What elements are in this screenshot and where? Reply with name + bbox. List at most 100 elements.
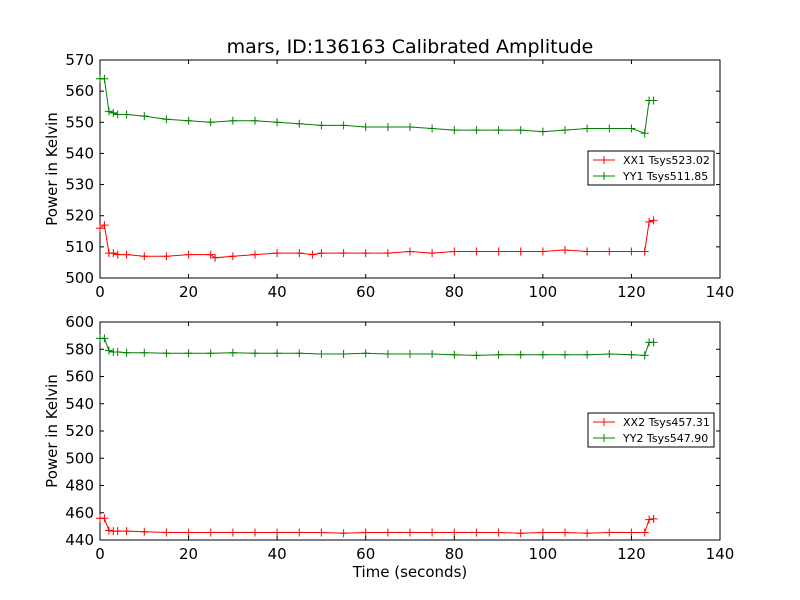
data-point [516,350,525,359]
legend-label: YY2 Tsys547.90 [622,432,708,445]
y-tick-label: 500 [65,449,94,467]
data-point [109,108,118,117]
data-point [100,221,109,230]
legend-label: YY1 Tsys511.85 [622,170,708,183]
data-point [450,126,459,135]
legend-marker [600,172,608,180]
data-point [317,249,326,258]
data-point [162,252,171,261]
x-tick-label: 20 [179,283,198,301]
y-tick-label: 540 [65,144,94,162]
data-point [295,528,304,537]
x-tick-label: 120 [617,545,646,563]
data-point [100,74,109,83]
y-tick-label: 580 [65,340,94,358]
y-tick-label: 560 [65,368,94,386]
data-point [516,247,525,256]
data-point [206,250,215,259]
x-tick-label: 40 [268,545,287,563]
data-point [494,247,503,256]
data-point [273,118,282,127]
y-tick-label: 520 [65,207,94,225]
x-tick-label: 20 [179,545,198,563]
y-tick-label: 460 [65,504,94,522]
data-point [538,528,547,537]
x-tick-label: 60 [356,545,375,563]
data-point [645,515,654,524]
data-point [494,528,503,537]
x-tick-label: 0 [95,545,105,563]
data-point [317,350,326,358]
data-point [122,250,131,259]
data-point [649,514,658,523]
series-line-1 [99,219,654,259]
data-point [184,116,193,125]
data-point [206,349,215,358]
x-tick-label: 140 [706,283,735,301]
x-tick-label: 40 [268,283,287,301]
data-point [406,247,414,256]
data-point [640,351,649,360]
data-point [100,514,109,523]
data-point [140,112,149,121]
y-tick-label: 520 [65,422,94,440]
data-point [561,246,569,254]
x-tick-label: 120 [617,283,646,301]
data-point [317,528,326,537]
legend: XX2 Tsys457.31 YY2 Tsys547.90 [587,412,715,448]
x-tick-label: 100 [529,283,558,301]
figure-title: mars, ID:136163 Calibrated Amplitude [227,36,594,58]
top-panel: 0 20 40 60 80 100 120 140 500 510 520 530 540 550 560 5… [43,51,734,301]
data-point [162,115,171,124]
data-point [583,124,592,133]
y-tick-label: 500 [65,269,94,287]
data-point [538,350,547,359]
data-point [361,349,370,358]
data-point [605,350,614,358]
data-point [251,349,259,358]
legend-marker [600,418,608,426]
data-point [494,350,503,359]
data-point [627,247,636,256]
legend-label: XX2 Tsys457.31 [623,416,710,429]
data-point [113,110,122,119]
data-point [640,528,649,537]
data-point [140,527,149,536]
x-tick-label: 60 [356,283,375,301]
y-tick-label: 600 [65,313,94,331]
y-tick-label: 570 [65,51,94,69]
data-point [228,348,237,357]
data-point [428,124,437,133]
data-point [450,350,459,359]
data-point [251,116,259,125]
data-point [273,528,282,537]
data-point [561,528,569,537]
data-point [605,528,614,537]
y-tick-label: 550 [65,113,94,131]
x-tick-label: 140 [706,545,735,563]
data-point [295,249,304,258]
y-tick-label: 440 [65,531,94,549]
data-point [649,216,658,225]
bottom-panel: 0 20 40 60 80 100 120 140 440 460 480 500 520 540 560 5… [43,313,734,563]
data-point [583,247,592,256]
data-point [228,116,237,125]
data-point [162,528,171,537]
data-point [184,250,193,259]
data-point [184,528,193,537]
data-point [251,528,259,537]
data-point [251,250,259,259]
data-point [361,123,370,131]
data-point [494,126,503,135]
data-point [583,529,592,538]
data-point [104,526,113,535]
data-point [113,250,122,259]
data-point [640,247,649,256]
data-point [140,348,149,357]
data-point [450,528,459,537]
data-point [583,350,592,359]
data-point [273,249,282,258]
data-point [516,529,525,538]
data-point [428,350,437,358]
